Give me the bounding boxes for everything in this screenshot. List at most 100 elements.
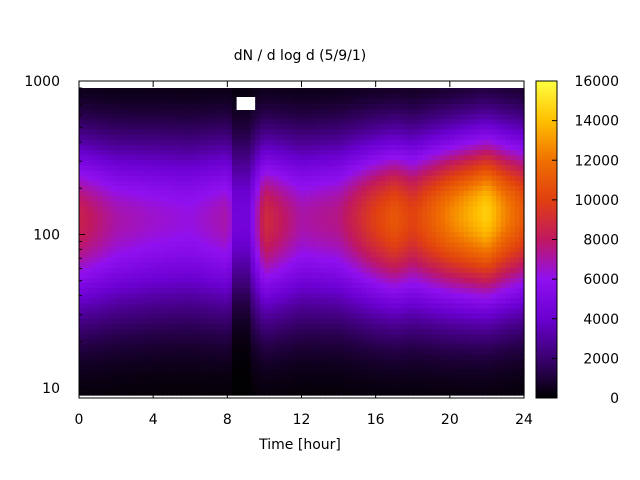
heatmap-cell [190,251,196,258]
heatmap-cell [245,313,252,319]
heatmap-cell [106,364,113,371]
heatmap-cell [218,282,224,289]
heatmap-cell [231,369,238,376]
heatmap-cell [79,374,85,381]
heatmap-cell [403,128,409,135]
heatmap-cell [199,88,205,94]
heatmap-cell [287,246,293,253]
heatmap-cell [333,154,340,161]
heatmap-cell [412,379,418,386]
heatmap-cell [236,226,242,232]
heatmap-cell [412,267,418,273]
heatmap-cell [352,231,358,238]
heatmap-cell [241,246,247,253]
heatmap-cell [278,354,284,360]
heatmap-cell [162,134,168,140]
heatmap-cell [435,139,442,145]
heatmap-cell [255,328,261,335]
heatmap-cell [403,159,409,166]
heatmap-cell [111,185,117,191]
heatmap-cell [185,190,191,197]
heatmap-cell [301,205,307,212]
heatmap-cell [431,333,437,340]
heatmap-cell [139,93,145,99]
heatmap-cell [97,210,103,217]
heatmap-cell [171,128,177,135]
heatmap-cell [417,338,423,345]
heatmap-cell [366,164,372,171]
heatmap-cell [366,200,372,207]
heatmap-cell [454,384,460,391]
heatmap-cell [361,144,367,151]
heatmap-cell [296,226,303,232]
heatmap-cell [185,338,191,345]
heatmap-cell [394,128,400,135]
heatmap-cell [97,205,103,212]
heatmap-cell [92,384,99,391]
heatmap-cell [92,175,99,181]
heatmap-cell [264,231,270,238]
heatmap-cell [352,200,358,207]
heatmap-cell [106,123,113,130]
heatmap-cell [236,308,242,314]
heatmap-cell [408,118,414,125]
heatmap-cell [120,144,126,151]
heatmap-cell [231,180,238,186]
heatmap-cell [292,333,298,340]
heatmap-cell [282,308,289,314]
heatmap-cell [273,195,279,202]
heatmap-cell [125,195,131,202]
heatmap-cell [375,369,381,376]
heatmap-cell [264,348,270,355]
heatmap-cell [106,354,113,360]
heatmap-cell [343,210,349,217]
heatmap-cell [176,88,182,94]
heatmap-cell [445,297,451,304]
heatmap-cell [116,144,122,151]
heatmap-cell [347,292,354,299]
heatmap-cell [176,226,182,232]
heatmap-cell [431,302,437,309]
heatmap-cell [352,118,358,125]
heatmap-cell [106,348,113,355]
heatmap-cell [324,210,330,217]
heatmap-cell [213,251,219,258]
heatmap-cell [398,369,405,376]
heatmap-cell [167,272,173,278]
heatmap-cell [273,185,279,191]
heatmap-cell [435,118,442,125]
heatmap-cell [347,108,354,115]
heatmap-cell [361,323,367,330]
heatmap-cell [269,108,275,115]
heatmap-cell [111,210,117,217]
heatmap-cell [111,333,117,340]
heatmap-cell [301,149,307,156]
heatmap-cell [79,123,85,130]
heatmap-cell [408,169,414,176]
heatmap-cell [236,200,242,207]
heatmap-cell [148,205,154,212]
heatmap-cell [222,338,228,345]
heatmap-cell [120,210,126,217]
heatmap-cell [454,113,460,120]
heatmap-cell [408,123,414,130]
heatmap-cell [120,246,126,253]
heatmap-cell [412,328,418,335]
heatmap-cell [171,348,177,355]
heatmap-cell [315,374,321,381]
heatmap-cell [412,200,418,207]
heatmap-cell [440,231,446,238]
heatmap-cell [92,236,99,243]
heatmap-cell [431,384,437,391]
heatmap-cell [459,190,465,197]
heatmap-cell [148,272,154,278]
heatmap-cell [454,374,460,381]
heatmap-cell [162,195,168,202]
heatmap-cell [394,379,400,386]
heatmap-cell [162,323,168,330]
heatmap-cell [459,180,465,186]
heatmap-cell [153,108,159,115]
heatmap-cell [204,272,210,278]
heatmap-cell [83,323,89,330]
heatmap-cell [389,195,395,202]
